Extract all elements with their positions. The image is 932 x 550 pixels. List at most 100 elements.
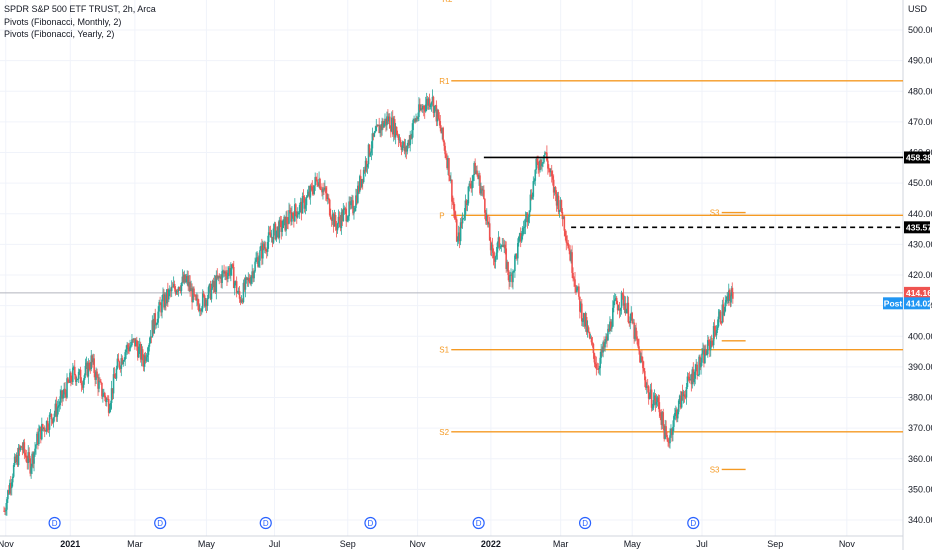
candle-body	[437, 110, 440, 119]
candle-body	[305, 197, 308, 206]
candle-body	[512, 271, 514, 283]
candle-body	[397, 135, 400, 141]
candle-body	[185, 278, 188, 283]
candle-body	[717, 316, 720, 327]
candle-body	[574, 279, 576, 287]
candle-body	[685, 386, 688, 398]
candle-body	[293, 215, 295, 222]
candle-body	[223, 270, 225, 274]
candle-body	[285, 216, 287, 231]
candle-body	[202, 293, 205, 296]
candle-body	[168, 289, 170, 300]
price-tick-label: 350.00	[908, 484, 932, 494]
pivot-level-label: S2	[439, 428, 449, 437]
candle-body	[336, 223, 339, 231]
candle-body	[413, 119, 415, 121]
candle-body	[313, 185, 316, 194]
candle-body	[312, 191, 315, 194]
candle-body	[417, 117, 419, 120]
candle-body	[361, 179, 364, 183]
candle-body	[95, 371, 97, 380]
candle-body	[228, 267, 230, 273]
candle-body	[616, 304, 619, 311]
candle-body	[597, 369, 600, 370]
candle-body	[149, 336, 152, 344]
dividend-marker-icon[interactable]	[154, 516, 167, 530]
candle-body	[511, 274, 513, 283]
candle-body	[27, 452, 30, 463]
candle-body	[133, 338, 135, 340]
dividend-marker-icon[interactable]	[472, 516, 485, 530]
candle-body	[614, 297, 617, 300]
dividend-marker-icon[interactable]	[364, 516, 377, 530]
candle-body	[144, 355, 147, 361]
candle-body	[201, 293, 204, 309]
candle-body	[39, 426, 41, 432]
candle-body	[141, 349, 144, 361]
candle-body	[4, 510, 6, 512]
candle-body	[619, 307, 622, 311]
candle-body	[400, 145, 403, 151]
candle-body	[145, 357, 148, 361]
candle-body	[78, 369, 81, 372]
candle-body	[294, 204, 296, 222]
candle-body	[690, 379, 693, 385]
candle-body	[151, 320, 154, 338]
candle-body	[674, 412, 676, 417]
candle-body	[570, 252, 572, 261]
candle-body	[661, 412, 664, 425]
candle-body	[723, 311, 726, 316]
candle-body	[553, 187, 556, 193]
dividend-marker-icon[interactable]	[259, 516, 272, 530]
candle-body	[447, 158, 449, 169]
candle-body	[367, 144, 370, 165]
pivot-level-label: S3	[710, 209, 720, 218]
candle-body	[539, 159, 541, 171]
candle-body	[529, 194, 532, 211]
candle-body	[326, 197, 329, 200]
candle-body	[77, 371, 80, 379]
candle-body	[606, 336, 608, 341]
candle-body	[491, 244, 494, 253]
indicator-label-monthly-pivots[interactable]: Pivots (Fibonacci, Monthly, 2)	[4, 17, 122, 27]
candle-body	[401, 145, 404, 151]
candle-body	[154, 313, 157, 325]
price-tick-label: 440.00	[908, 209, 932, 219]
candle-body	[59, 396, 62, 406]
dividend-marker-icon[interactable]	[578, 516, 592, 530]
candle-body	[517, 236, 520, 244]
candle-body	[398, 139, 401, 141]
candle-body	[35, 445, 37, 449]
price-tick-label: 340.00	[908, 515, 932, 525]
candle-body	[422, 106, 424, 110]
candle-body	[122, 361, 125, 365]
candle-body	[139, 344, 142, 360]
candle-body	[331, 213, 334, 221]
candle-body	[431, 96, 434, 103]
candle-body	[72, 367, 74, 382]
candle-body	[211, 280, 214, 289]
candle-body	[579, 296, 581, 312]
candle-body	[321, 189, 323, 193]
dividend-marker-icon[interactable]	[48, 516, 61, 530]
candle-body	[484, 198, 486, 213]
candle-body	[426, 98, 429, 106]
candle-body	[415, 118, 417, 122]
candle-body	[263, 247, 266, 249]
dividend-marker-icon[interactable]	[687, 516, 700, 530]
candle-body	[232, 266, 235, 288]
candle-body	[30, 466, 32, 474]
candle-body	[486, 214, 489, 225]
candle-body	[350, 201, 352, 206]
candle-body	[162, 294, 164, 300]
candle-body	[256, 257, 258, 260]
candle-body	[420, 108, 422, 111]
candle-body	[235, 281, 238, 294]
candle-body	[220, 276, 222, 283]
pivot-level-label: P	[439, 211, 444, 220]
indicator-label-yearly-pivots[interactable]: Pivots (Fibonacci, Yearly, 2)	[4, 29, 115, 39]
candle-body	[571, 252, 573, 273]
candle-body	[609, 321, 611, 332]
candle-body	[99, 380, 101, 382]
